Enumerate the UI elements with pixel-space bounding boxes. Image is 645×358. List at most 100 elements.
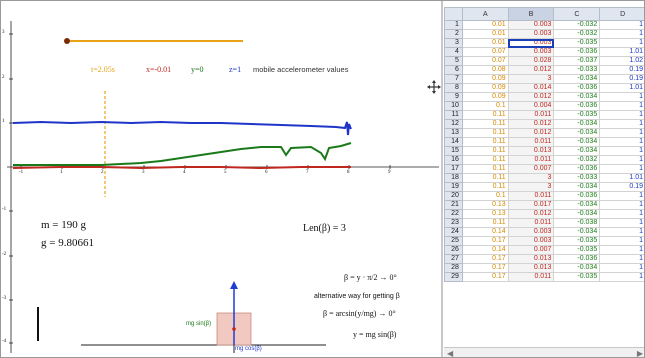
cell-c[interactable]: -0.034 xyxy=(553,128,601,138)
cell-b[interactable]: 0.012 xyxy=(507,92,555,102)
column-header-b[interactable]: B xyxy=(507,7,555,21)
cell-b[interactable]: 0.013 xyxy=(507,263,555,273)
cell-b[interactable]: 0.011 xyxy=(507,110,555,120)
cell-a[interactable]: 0.1 xyxy=(461,101,509,111)
cell-d[interactable]: 0.19 xyxy=(599,74,644,84)
row-number[interactable]: 16 xyxy=(444,155,463,165)
cell-a[interactable]: 0.14 xyxy=(461,245,509,255)
cell-b[interactable]: 0.011 xyxy=(507,218,555,228)
row-number[interactable]: 12 xyxy=(444,119,463,129)
cell-d[interactable]: 1 xyxy=(599,272,644,282)
row-number[interactable]: 7 xyxy=(444,74,463,84)
cell-d[interactable]: 1 xyxy=(599,164,644,174)
cell-a[interactable]: 0.01 xyxy=(461,29,509,39)
cell-a[interactable]: 0.07 xyxy=(461,56,509,66)
cell-d[interactable]: 1 xyxy=(599,29,644,39)
cell-d[interactable]: 1.01 xyxy=(599,83,644,93)
scroll-right-icon[interactable]: ▶ xyxy=(636,349,643,358)
cell-c[interactable]: -0.032 xyxy=(553,29,601,39)
cell-a[interactable]: 0.09 xyxy=(461,83,509,93)
cell-a[interactable]: 0.14 xyxy=(461,227,509,237)
cell-c[interactable]: -0.032 xyxy=(553,155,601,165)
cell-a[interactable]: 0.1 xyxy=(461,191,509,201)
cell-c[interactable]: -0.036 xyxy=(553,101,601,111)
cell-c[interactable]: -0.034 xyxy=(553,200,601,210)
column-header-d[interactable]: D xyxy=(599,7,644,21)
cell-d[interactable]: 1 xyxy=(599,146,644,156)
row-number[interactable]: 20 xyxy=(444,191,463,201)
cell-d[interactable]: 1.01 xyxy=(599,173,644,183)
cell-c[interactable]: -0.038 xyxy=(553,218,601,228)
cell-a[interactable]: 0.13 xyxy=(461,209,509,219)
cell-d[interactable]: 1 xyxy=(599,200,644,210)
cell-a[interactable]: 0.11 xyxy=(461,182,509,192)
cell-d[interactable]: 1.02 xyxy=(599,56,644,66)
cell-b[interactable]: 0.011 xyxy=(507,137,555,147)
spreadsheet-horizontal-scrollbar[interactable]: ◀ ▶ xyxy=(444,347,644,358)
row-number[interactable]: 8 xyxy=(444,83,463,93)
row-number[interactable]: 3 xyxy=(444,38,463,48)
row-number[interactable]: 14 xyxy=(444,137,463,147)
graphics-canvas[interactable] xyxy=(1,1,441,358)
spreadsheet-grid[interactable]: A B C D 1 0.01 0.003 -0.032 1 2 0.01 0.003 -0.03… xyxy=(444,7,644,282)
cell-c[interactable]: -0.034 xyxy=(553,92,601,102)
cell-c[interactable]: -0.034 xyxy=(553,182,601,192)
cell-b[interactable]: 0.012 xyxy=(507,65,555,75)
cell-d[interactable]: 1 xyxy=(599,38,644,48)
cell-d[interactable]: 1 xyxy=(599,218,644,228)
cell-a[interactable]: 0.01 xyxy=(461,20,509,30)
cell-c[interactable]: -0.034 xyxy=(553,209,601,219)
cell-c[interactable]: -0.033 xyxy=(553,173,601,183)
cell-b[interactable]: 0.007 xyxy=(507,245,555,255)
cell-b[interactable]: 0.028 xyxy=(507,56,555,66)
cell-b[interactable]: 0.011 xyxy=(507,155,555,165)
cell-b[interactable]: 0.013 xyxy=(507,146,555,156)
cell-d[interactable]: 1 xyxy=(599,137,644,147)
row-number[interactable]: 27 xyxy=(444,254,463,264)
view-divider[interactable] xyxy=(441,1,443,357)
cell-d[interactable]: 1 xyxy=(599,245,644,255)
cell-b[interactable]: 0.011 xyxy=(507,191,555,201)
cell-b[interactable]: 0.013 xyxy=(507,254,555,264)
row-number[interactable]: 11 xyxy=(444,110,463,120)
time-slider-handle[interactable] xyxy=(64,38,70,44)
column-header-a[interactable]: A xyxy=(461,7,509,21)
row-number[interactable]: 29 xyxy=(444,272,463,282)
cell-a[interactable]: 0.11 xyxy=(461,164,509,174)
cell-a[interactable]: 0.09 xyxy=(461,92,509,102)
cell-c[interactable]: -0.034 xyxy=(553,146,601,156)
cell-b[interactable]: 0.012 xyxy=(507,209,555,219)
cell-c[interactable]: -0.037 xyxy=(553,56,601,66)
cell-d[interactable]: 1 xyxy=(599,263,644,273)
cell-b[interactable]: 0.003 xyxy=(507,38,555,48)
cell-c[interactable]: -0.034 xyxy=(553,263,601,273)
row-number[interactable]: 5 xyxy=(444,56,463,66)
cell-b[interactable]: 0.011 xyxy=(507,272,555,282)
cell-a[interactable]: 0.11 xyxy=(461,137,509,147)
cell-c[interactable]: -0.034 xyxy=(553,119,601,129)
cell-b[interactable]: 0.007 xyxy=(507,164,555,174)
row-number[interactable]: 23 xyxy=(444,218,463,228)
cell-b[interactable]: 0.012 xyxy=(507,128,555,138)
cell-d[interactable]: 1 xyxy=(599,20,644,30)
row-number[interactable]: 28 xyxy=(444,263,463,273)
cell-a[interactable]: 0.11 xyxy=(461,119,509,129)
row-number[interactable]: 22 xyxy=(444,209,463,219)
cell-d[interactable]: 1 xyxy=(599,110,644,120)
cell-c[interactable]: -0.035 xyxy=(553,245,601,255)
row-number[interactable]: 24 xyxy=(444,227,463,237)
cell-c[interactable]: -0.033 xyxy=(553,65,601,75)
cell-a[interactable]: 0.09 xyxy=(461,74,509,84)
cell-a[interactable]: 0.11 xyxy=(461,218,509,228)
cell-d[interactable]: 1 xyxy=(599,155,644,165)
cell-b[interactable]: 0.003 xyxy=(507,47,555,57)
column-header-c[interactable]: C xyxy=(553,7,601,21)
cell-c[interactable]: -0.036 xyxy=(553,191,601,201)
row-number[interactable]: 18 xyxy=(444,173,463,183)
row-number[interactable]: 6 xyxy=(444,65,463,75)
cell-c[interactable]: -0.035 xyxy=(553,236,601,246)
cell-d[interactable]: 1 xyxy=(599,254,644,264)
row-number[interactable]: 13 xyxy=(444,128,463,138)
scroll-left-icon[interactable]: ◀ xyxy=(447,349,454,358)
cell-a[interactable]: 0.17 xyxy=(461,263,509,273)
